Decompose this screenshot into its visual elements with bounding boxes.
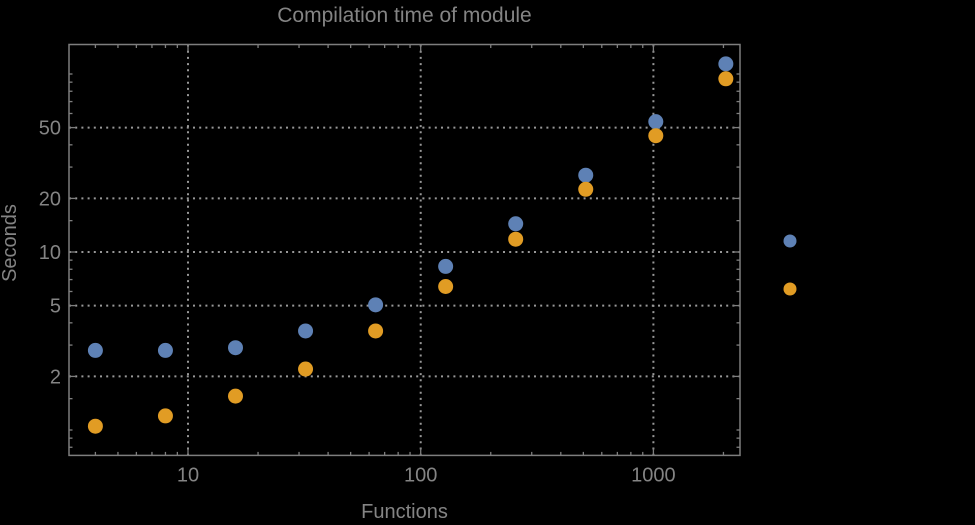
data-point-series-2-orange-x32 xyxy=(298,361,314,377)
data-point-series-2-orange-x2048 xyxy=(718,71,734,87)
data-point-series-1-blue-x1024 xyxy=(648,114,664,130)
x-axis-label: Functions xyxy=(361,501,448,523)
data-point-series-2-orange-x128 xyxy=(438,278,454,294)
data-point-series-2-orange-x1024 xyxy=(648,128,664,144)
data-point-series-2-orange-x256 xyxy=(508,231,524,247)
data-point-series-1-blue-x4 xyxy=(87,342,103,358)
data-point-series-2-orange-x512 xyxy=(578,181,594,197)
x-tick-label-100: 100 xyxy=(404,464,437,486)
x-tick-label-10: 10 xyxy=(177,464,199,486)
data-point-series-2-orange-x16 xyxy=(227,388,243,404)
data-point-series-1-blue-x8 xyxy=(157,342,173,358)
plot-frame xyxy=(68,43,741,457)
y-tick-label-50: 50 xyxy=(39,118,61,140)
data-point-series-2-orange-x4 xyxy=(87,418,103,434)
y-tick-label-2: 2 xyxy=(50,366,61,388)
y-tick-label-20: 20 xyxy=(39,188,61,210)
y-tick-label-5: 5 xyxy=(50,296,61,318)
data-point-series-1-blue-x16 xyxy=(227,340,243,356)
x-tick-label-1000: 1000 xyxy=(631,464,676,486)
legend-marker-2 xyxy=(783,282,797,296)
data-point-series-1-blue-x512 xyxy=(578,167,594,183)
data-point-series-1-blue-x32 xyxy=(298,323,314,339)
data-point-series-1-blue-x64 xyxy=(368,297,384,313)
chart-title: Compilation time of module xyxy=(277,4,532,27)
data-point-series-1-blue-x128 xyxy=(438,258,454,274)
data-point-series-2-orange-x64 xyxy=(368,323,384,339)
data-point-series-1-blue-x2048 xyxy=(718,56,734,72)
data-point-series-2-orange-x8 xyxy=(157,408,173,424)
y-tick-label-10: 10 xyxy=(39,242,61,264)
legend-marker-1 xyxy=(783,234,797,248)
data-point-series-1-blue-x256 xyxy=(508,216,524,232)
